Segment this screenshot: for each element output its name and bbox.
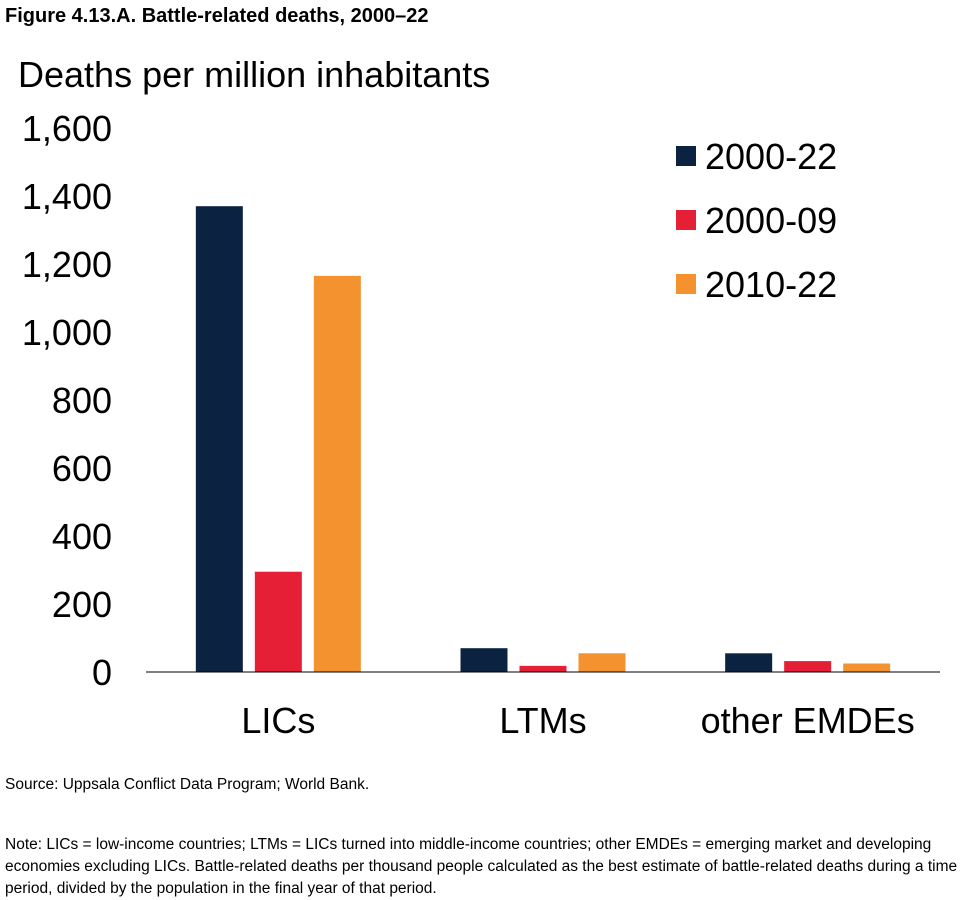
x-tick-label: other EMDEs	[701, 700, 915, 741]
bars	[195, 206, 891, 672]
footnote: Note: LICs = low-income countries; LTMs …	[5, 836, 958, 897]
y-tick-label: 0	[92, 652, 112, 693]
y-tick-label: 400	[52, 516, 112, 557]
y-tick-label: 800	[52, 380, 112, 421]
bar-2010-22-other-emdes	[843, 663, 891, 672]
legend-label: 2000-09	[705, 200, 837, 241]
figure-title: Figure 4.13.A. Battle-related deaths, 20…	[5, 5, 429, 27]
bar-2000-09-lics	[254, 571, 302, 672]
bar-2010-22-lics	[313, 275, 361, 672]
legend: 2000-22 2000-09 2010-22	[676, 136, 837, 305]
legend-swatch	[676, 274, 696, 294]
legend-label: 2010-22	[705, 264, 837, 305]
bar-2000-22-other-emdes	[725, 653, 773, 672]
legend-label: 2000-22	[705, 136, 837, 177]
x-tick-label: LTMs	[499, 700, 586, 741]
bar-2010-22-ltms	[578, 653, 626, 672]
y-tick-label: 1,600	[22, 108, 112, 149]
y-axis-label: Deaths per million inhabitants	[18, 54, 490, 95]
legend-swatch	[676, 146, 696, 166]
legend-swatch	[676, 210, 696, 230]
y-axis: 0 200 400 600 800 1,000 1,200 1,400 1,600	[22, 108, 112, 693]
y-tick-label: 1,400	[22, 176, 112, 217]
y-tick-label: 600	[52, 448, 112, 489]
x-tick-label: LICs	[241, 700, 315, 741]
bar-2000-22-lics	[195, 206, 243, 672]
y-tick-label: 200	[52, 584, 112, 625]
bar-chart: Deaths per million inhabitants 0 200 400 60…	[18, 54, 940, 741]
bar-2000-09-ltms	[519, 665, 567, 672]
bar-2000-09-other-emdes	[784, 661, 832, 672]
y-tick-label: 1,200	[22, 244, 112, 285]
source-note: Source: Uppsala Conflict Data Program; W…	[5, 776, 370, 793]
y-tick-label: 1,000	[22, 312, 112, 353]
x-axis: LICs LTMs other EMDEs	[241, 700, 914, 741]
bar-2000-22-ltms	[460, 648, 508, 672]
